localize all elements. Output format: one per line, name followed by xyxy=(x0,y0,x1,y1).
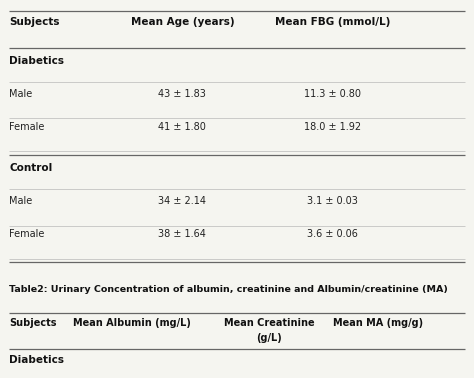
Text: Table2: Urinary Concentration of albumin, creatinine and Albumin/creatinine (MA): Table2: Urinary Concentration of albumin… xyxy=(9,285,448,294)
Text: Female: Female xyxy=(9,122,45,132)
Text: 18.0 ± 1.92: 18.0 ± 1.92 xyxy=(304,122,361,132)
Text: Female: Female xyxy=(9,229,45,239)
Text: Mean FBG (mmol/L): Mean FBG (mmol/L) xyxy=(275,17,390,27)
Text: 43 ± 1.83: 43 ± 1.83 xyxy=(158,89,206,99)
Text: Diabetics: Diabetics xyxy=(9,355,64,365)
Text: Male: Male xyxy=(9,196,33,206)
Text: Mean Age (years): Mean Age (years) xyxy=(130,17,234,27)
Text: Male: Male xyxy=(9,89,33,99)
Text: 38 ± 1.64: 38 ± 1.64 xyxy=(158,229,206,239)
Text: 11.3 ± 0.80: 11.3 ± 0.80 xyxy=(304,89,361,99)
Text: (g/L): (g/L) xyxy=(256,333,282,343)
Text: Mean MA (mg/g): Mean MA (mg/g) xyxy=(333,318,423,328)
Text: Mean Albumin (mg/L): Mean Albumin (mg/L) xyxy=(73,318,191,328)
Text: 3.1 ± 0.03: 3.1 ± 0.03 xyxy=(307,196,358,206)
Text: 34 ± 2.14: 34 ± 2.14 xyxy=(158,196,206,206)
Text: Subjects: Subjects xyxy=(9,17,60,27)
Text: Mean Creatinine: Mean Creatinine xyxy=(224,318,314,328)
Text: Subjects: Subjects xyxy=(9,318,57,328)
Text: Control: Control xyxy=(9,163,53,173)
Text: 3.6 ± 0.06: 3.6 ± 0.06 xyxy=(307,229,358,239)
Text: Diabetics: Diabetics xyxy=(9,56,64,66)
Text: 41 ± 1.80: 41 ± 1.80 xyxy=(158,122,206,132)
